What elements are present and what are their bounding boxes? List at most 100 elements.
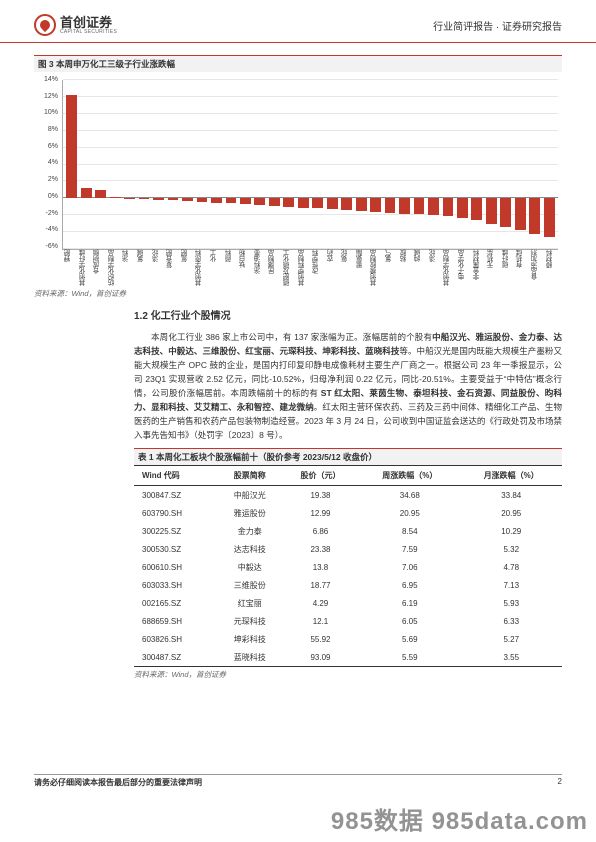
table-row: 300487.SZ蓝晓科技93.095.593.55 [134,648,562,667]
table-cell: 6.86 [282,522,359,540]
bar-col [470,80,483,249]
bar [139,198,150,199]
table-cell: 55.92 [282,630,359,648]
bar [283,198,294,206]
bar-col [456,80,469,249]
x-tick-label: 聚氨酯 [354,250,369,286]
bar [385,198,396,212]
y-tick-label: 2% [34,176,58,183]
table-source: 资料来源：Wind，首创证券 [134,669,562,680]
table-row: 603790.SH雅运股份12.9920.9520.95 [134,504,562,522]
x-tick-label: 氨纶 [339,250,354,286]
bar [399,198,410,213]
table-cell: 金力泰 [218,522,282,540]
bar [168,198,179,200]
x-tick-label: 碳纤维 [500,250,515,286]
table-cell: 7.13 [461,576,563,594]
bar [356,198,367,211]
x-tick-label: 其他化学原料 [193,250,208,286]
bar-col [354,80,367,249]
bar-col [166,80,179,249]
bar-col [499,80,512,249]
x-tick-label: 其他化学制品 [441,250,456,286]
table-cell: 300530.SZ [134,540,218,558]
body-paragraph: 本周化工行业 386 家上市公司中，有 137 家涨幅为正。涨幅居前的个股有中船… [134,330,562,442]
bar-col [94,80,107,249]
bar [341,198,352,210]
table-cell: 3.55 [461,648,563,667]
bar [327,198,338,209]
bar-col [369,80,382,249]
table-row: 603826.SH坤彩科技55.925.695.27 [134,630,562,648]
table-cell: 6.05 [359,612,460,630]
bar [240,198,251,204]
table-header-row: Wind 代码股票简称股价（元）周涨跌幅（%）月涨跌幅（%） [134,466,562,486]
x-tick-label: 其他塑料制品 [296,250,311,286]
table-cell: 002165.SZ [134,594,218,612]
table-cell: 300847.SZ [134,486,218,505]
bar [428,198,439,215]
table-cell: 5.59 [359,648,460,667]
table-header-cell: Wind 代码 [134,466,218,486]
table-cell: 6.19 [359,594,460,612]
para-text: 本周化工行业 386 家上市公司中，有 137 家涨幅为正。涨幅居前的个股有 [151,332,432,342]
bar [226,198,237,203]
table-title: 表 1 本周化工板块个股涨幅前十（股价参考 2023/5/12 收盘价） [134,448,562,465]
bar [153,198,164,200]
bar-col [152,80,165,249]
table-cell: 5.32 [461,540,563,558]
table-cell: 33.84 [461,486,563,505]
x-tick-label: 民爆制品 [266,250,281,286]
bar [269,198,280,206]
figure-title: 图 3 本周申万化工三级子行业涨跌幅 [34,55,562,72]
table-cell: 6.95 [359,576,460,594]
x-tick-label: 氯碱 [135,250,150,286]
x-tick-label: 农药 [325,250,340,286]
x-tick-label: 其他化学纤维 [77,250,92,286]
bar-col [514,80,527,249]
bar [182,198,193,201]
y-tick-label: 8% [34,126,58,133]
bar [66,95,77,198]
figure-source: 资料来源：Wind，首创证券 [34,288,562,299]
x-tick-label: 化工 [208,250,223,286]
table-header-cell: 周涨跌幅（%） [359,466,460,486]
plot-area [62,80,558,250]
table-cell: 688659.SH [134,612,218,630]
page-content: 图 3 本周申万化工三级子行业涨跌幅 14%12%10%8%6%4%2%0%-2… [0,43,596,680]
x-tick-label: 有机硅 [514,250,529,286]
disclaimer: 请务必仔细阅读本报告最后部分的重要法律声明 [34,777,202,788]
x-tick-label: 复合肥 [164,250,179,286]
y-tick-label: 14% [34,76,58,83]
bar [414,198,425,214]
bar [197,198,208,201]
x-tick-label: 改性塑料 [310,250,325,286]
table-row: 300225.SZ金力泰6.868.5410.29 [134,522,562,540]
bar-col [65,80,78,249]
y-tick-label: 0% [34,193,58,200]
table-cell: 6.33 [461,612,563,630]
x-tick-label: 食品添加剂 [529,250,544,286]
y-axis: 14%12%10%8%6%4%2%0%-2%-4%-6% [34,76,58,250]
bar-chart: 14%12%10%8%6%4%2%0%-2%-4%-6% 钾肥其他化学纤维合成树… [34,76,562,286]
table-cell: 坤彩科技 [218,630,282,648]
y-tick-label: 12% [34,93,58,100]
y-tick-label: 10% [34,109,58,116]
x-tick-label: 纯碱 [412,250,427,286]
table-cell: 达志科技 [218,540,282,558]
table-row: 002165.SZ红宝丽4.296.195.93 [134,594,562,612]
table-header-cell: 股票简称 [218,466,282,486]
x-tick-label: 纺织化学制品 [106,250,121,286]
table-cell: 20.95 [461,504,563,522]
bar-col [325,80,338,249]
y-tick-label: -2% [34,210,58,217]
table-cell: 19.38 [282,486,359,505]
logo-icon [34,14,56,36]
bar-col [383,80,396,249]
company-name-cn: 首创证券 [60,16,117,29]
table-row: 300530.SZ达志科技23.387.595.32 [134,540,562,558]
bar-col [297,80,310,249]
bar-col [398,80,411,249]
table-body: 300847.SZ中船汉光19.3834.6833.84603790.SH雅运股… [134,486,562,667]
x-tick-label: 涂料 [120,250,135,286]
